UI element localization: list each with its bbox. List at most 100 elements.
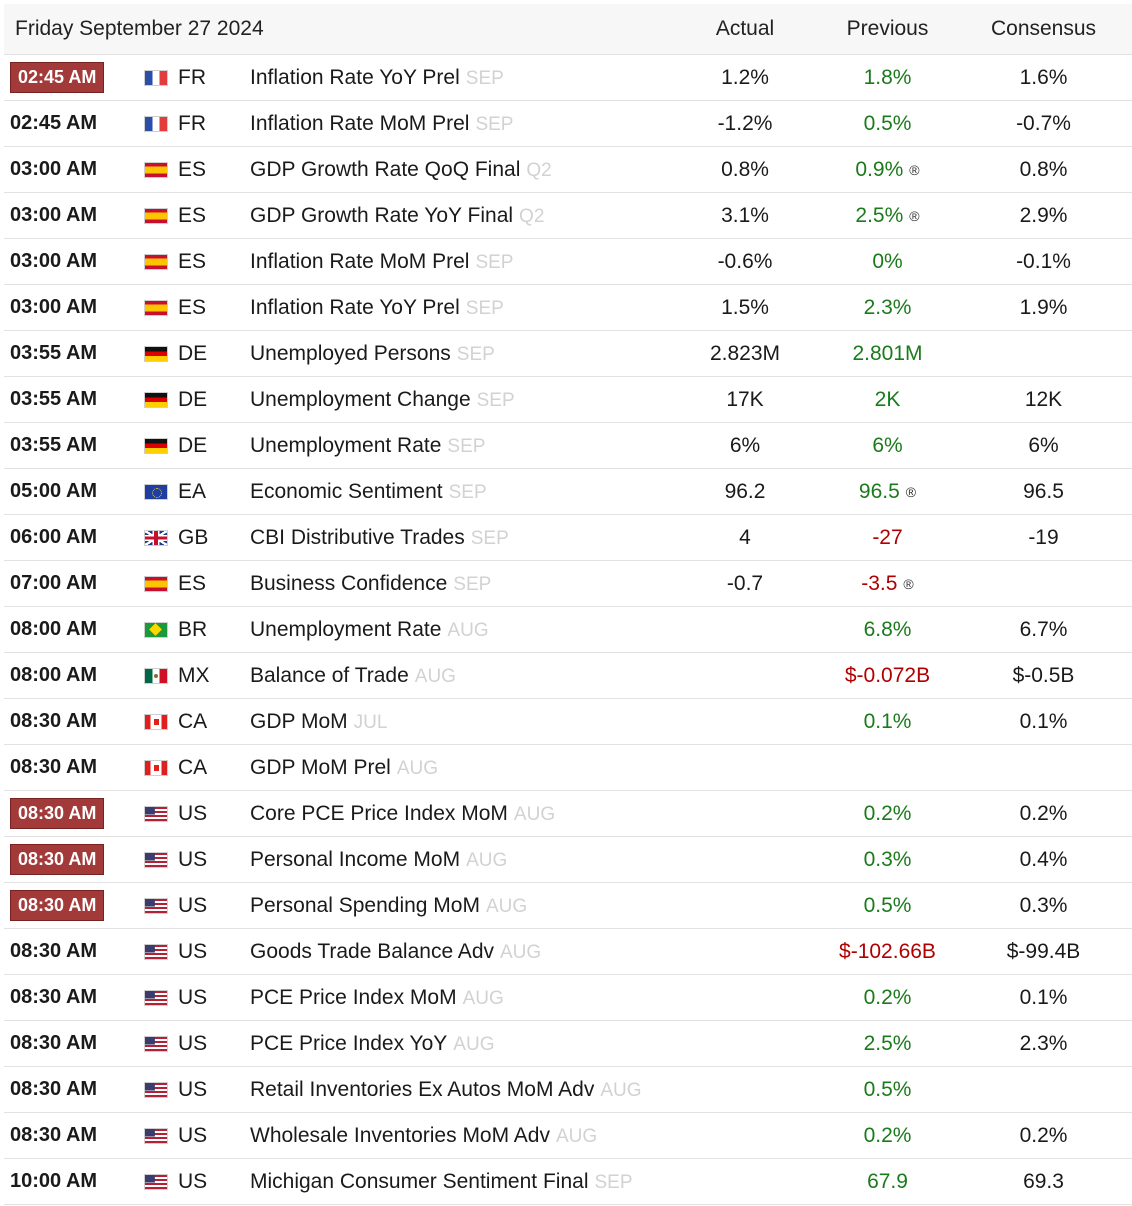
- table-row[interactable]: 08:30 AM US Personal Income MoM AUG 0.3% 0.4%: [4, 837, 1132, 883]
- previous-cell: 1.8%: [810, 66, 965, 90]
- country-code[interactable]: US: [178, 801, 208, 825]
- country-code[interactable]: CA: [178, 755, 208, 779]
- previous-value: 96.5: [858, 479, 900, 503]
- table-row[interactable]: 03:00 AM ES Inflation Rate YoY Prel SEP 1.5%…: [4, 285, 1132, 331]
- table-row[interactable]: 08:00 AM MX Balance of Trade AUG $-0.072B $-0…: [4, 653, 1132, 699]
- country-code[interactable]: MX: [178, 663, 210, 687]
- table-row[interactable]: 08:30 AM CA GDP MoM Prel AUG: [4, 745, 1132, 791]
- table-row[interactable]: 03:55 AM DE Unemployment Rate SEP 6% 6% 6%: [4, 423, 1132, 469]
- table-row[interactable]: 03:55 AM DE Unemployed Persons SEP 2.823M 2.8…: [4, 331, 1132, 377]
- consensus-value: -0.7%: [1016, 111, 1071, 135]
- actual-column-header[interactable]: Actual: [715, 17, 775, 40]
- event-link[interactable]: PCE Price Index YoY: [250, 1031, 448, 1055]
- table-row[interactable]: 08:00 AM BR Unemployment Rate AUG 6.8% 6.7%: [4, 607, 1132, 653]
- country-code[interactable]: US: [178, 1169, 208, 1193]
- table-row[interactable]: 03:55 AM DE Unemployment Change SEP 17K 2K 12K: [4, 377, 1132, 423]
- country-code[interactable]: US: [178, 985, 208, 1009]
- event-link[interactable]: Unemployment Change: [250, 387, 471, 411]
- time-text: 02:45 AM: [10, 62, 105, 93]
- event-link[interactable]: GDP MoM Prel: [250, 755, 391, 779]
- country-code[interactable]: FR: [178, 65, 206, 89]
- table-row[interactable]: 02:45 AM FR Inflation Rate YoY Prel SEP 1.2%…: [4, 55, 1132, 101]
- reference-period: SEP: [465, 297, 504, 319]
- table-row[interactable]: 10:00 AM US Michigan Consumer Sentiment Fi…: [4, 1159, 1132, 1205]
- revised-icon[interactable]: ®: [909, 161, 920, 178]
- country-code[interactable]: ES: [178, 249, 207, 273]
- country-code[interactable]: ES: [178, 203, 207, 227]
- consensus-column-header[interactable]: Consensus: [990, 17, 1097, 40]
- country-code[interactable]: US: [178, 893, 208, 917]
- country-code[interactable]: BR: [178, 617, 208, 641]
- event-link[interactable]: Core PCE Price Index MoM: [250, 801, 508, 825]
- event-link[interactable]: Michigan Consumer Sentiment Final: [250, 1169, 589, 1193]
- event-link[interactable]: PCE Price Index MoM: [250, 985, 457, 1009]
- country-code[interactable]: ES: [178, 157, 207, 181]
- event-link[interactable]: CBI Distributive Trades: [250, 525, 465, 549]
- event-link[interactable]: Unemployment Rate: [250, 617, 442, 641]
- table-row[interactable]: 06:00 AM GB CBI Distributive Trades SEP 4 -27…: [4, 515, 1132, 561]
- country-code[interactable]: ES: [178, 571, 207, 595]
- event-link[interactable]: Retail Inventories Ex Autos MoM Adv: [250, 1077, 595, 1101]
- table-row[interactable]: 03:00 AM ES GDP Growth Rate YoY Final Q2 3.1…: [4, 193, 1132, 239]
- table-row[interactable]: 08:30 AM CA GDP MoM JUL 0.1% 0.1%: [4, 699, 1132, 745]
- country-code[interactable]: US: [178, 1077, 208, 1101]
- flag-cell: [144, 529, 178, 546]
- country-code[interactable]: DE: [178, 341, 208, 365]
- table-row[interactable]: 02:45 AM FR Inflation Rate MoM Prel SEP -1.2…: [4, 101, 1132, 147]
- event-link[interactable]: Unemployment Rate: [250, 433, 442, 457]
- revised-icon[interactable]: ®: [909, 207, 920, 224]
- country-code[interactable]: DE: [178, 387, 208, 411]
- country-code[interactable]: US: [178, 939, 208, 963]
- consensus-value: 0.4%: [1019, 847, 1068, 871]
- event-link[interactable]: GDP Growth Rate YoY Final: [250, 203, 514, 227]
- event-link[interactable]: Wholesale Inventories MoM Adv: [250, 1123, 550, 1147]
- table-row[interactable]: 03:00 AM ES GDP Growth Rate QoQ Final Q2 0.8…: [4, 147, 1132, 193]
- reference-period: SEP: [448, 481, 487, 503]
- country-code[interactable]: US: [178, 1123, 208, 1147]
- table-row[interactable]: 08:30 AM US Core PCE Price Index MoM AUG 0.2…: [4, 791, 1132, 837]
- table-header: Friday September 27 2024 Actual Previous…: [4, 4, 1132, 55]
- event-link[interactable]: GDP Growth Rate QoQ Final: [250, 157, 521, 181]
- table-row[interactable]: 08:30 AM US Personal Spending MoM AUG 0.5% 0.…: [4, 883, 1132, 929]
- table-row[interactable]: 08:30 AM US Goods Trade Balance Adv AUG $-10…: [4, 929, 1132, 975]
- country-code[interactable]: GB: [178, 525, 209, 549]
- table-row[interactable]: 03:00 AM ES Inflation Rate MoM Prel SEP -0.6…: [4, 239, 1132, 285]
- country-code[interactable]: ES: [178, 295, 207, 319]
- country-code[interactable]: FR: [178, 111, 206, 135]
- table-row[interactable]: 08:30 AM US Retail Inventories Ex Autos Mo…: [4, 1067, 1132, 1113]
- event-link[interactable]: Unemployed Persons: [250, 341, 451, 365]
- reference-period: SEP: [475, 113, 514, 135]
- table-row[interactable]: 08:30 AM US PCE Price Index MoM AUG 0.2% 0.1%: [4, 975, 1132, 1021]
- table-row[interactable]: 08:30 AM US Wholesale Inventories MoM Adv A…: [4, 1113, 1132, 1159]
- reference-period: SEP: [465, 67, 504, 89]
- country-code[interactable]: CA: [178, 709, 208, 733]
- event-link[interactable]: Personal Income MoM: [250, 847, 461, 871]
- table-row[interactable]: 08:30 AM US PCE Price Index YoY AUG 2.5% 2.3%: [4, 1021, 1132, 1067]
- country-code[interactable]: US: [178, 1031, 208, 1055]
- event-link[interactable]: Inflation Rate YoY Prel: [250, 65, 460, 89]
- event-cell: Unemployment Rate AUG: [250, 618, 680, 642]
- reference-period: AUG: [513, 803, 556, 825]
- country-code[interactable]: DE: [178, 433, 208, 457]
- flag-cell: [144, 1127, 178, 1144]
- previous-cell: 67.9: [810, 1170, 965, 1194]
- event-link[interactable]: Balance of Trade: [250, 663, 409, 687]
- event-link[interactable]: Inflation Rate MoM Prel: [250, 249, 470, 273]
- table-row[interactable]: 07:00 AM ES Business Confidence SEP -0.7 -3.5…: [4, 561, 1132, 607]
- event-link[interactable]: Inflation Rate MoM Prel: [250, 111, 470, 135]
- reference-period: JUL: [353, 711, 388, 733]
- country-code[interactable]: EA: [178, 479, 207, 503]
- event-link[interactable]: Economic Sentiment: [250, 479, 443, 503]
- event-link[interactable]: Personal Spending MoM: [250, 893, 480, 917]
- previous-column-header[interactable]: Previous: [846, 17, 929, 40]
- flag-cell: [144, 759, 178, 776]
- country-code[interactable]: US: [178, 847, 208, 871]
- event-link[interactable]: Goods Trade Balance Adv: [250, 939, 494, 963]
- event-link[interactable]: GDP MoM: [250, 709, 348, 733]
- revised-icon[interactable]: ®: [903, 575, 914, 592]
- previous-cell: 0.2%: [810, 802, 965, 826]
- revised-icon[interactable]: ®: [905, 483, 917, 500]
- event-link[interactable]: Business Confidence: [250, 571, 448, 595]
- table-row[interactable]: 05:00 AM EA Economic Sentiment SEP 96.2 96.5 ®…: [4, 469, 1132, 515]
- event-link[interactable]: Inflation Rate YoY Prel: [250, 295, 460, 319]
